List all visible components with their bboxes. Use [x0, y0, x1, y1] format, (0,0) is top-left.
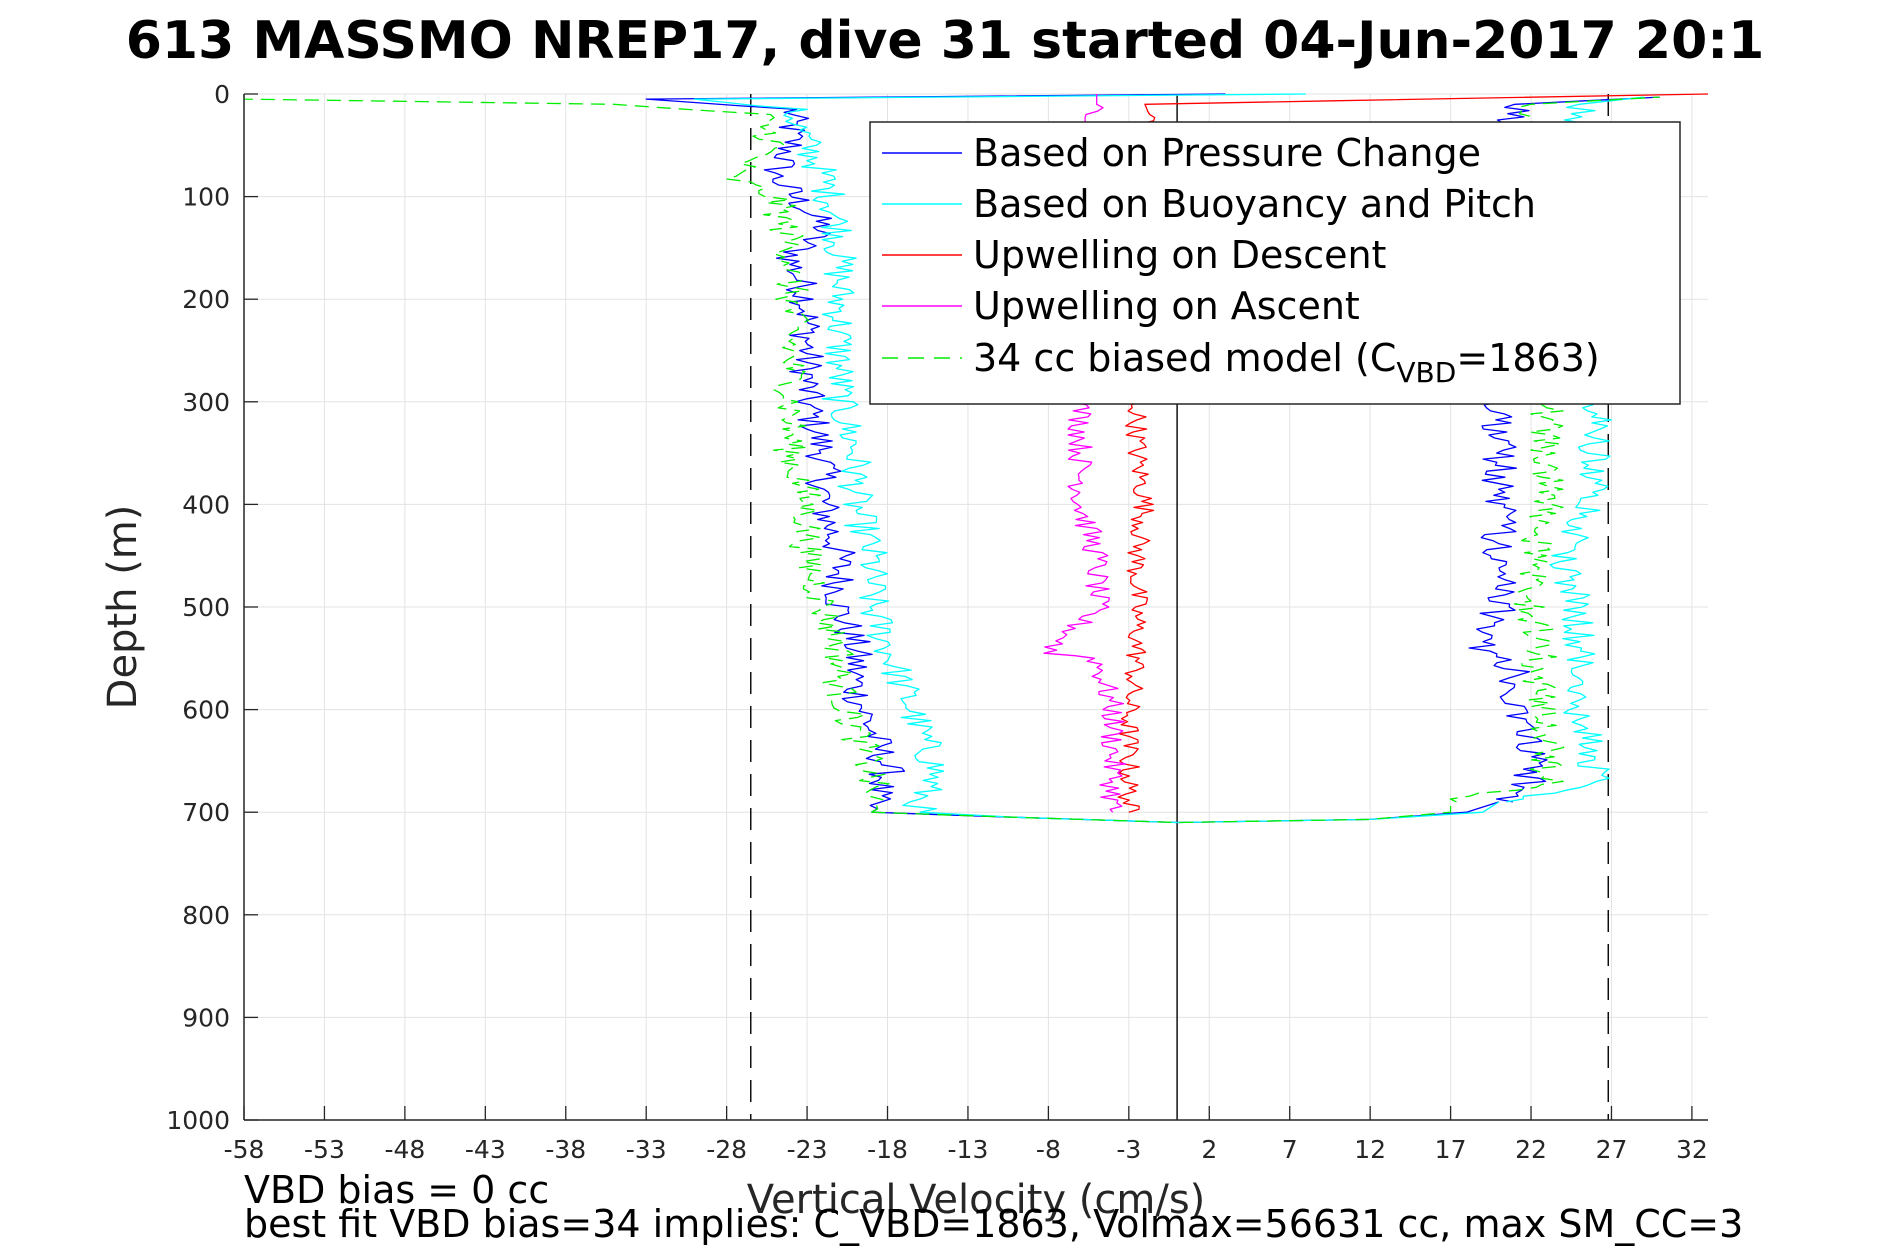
- x-tick-label: 7: [1282, 1135, 1298, 1164]
- series-4-descent-line: [243, 94, 890, 813]
- legend-item-upwelling-descent: Upwelling on Descent: [973, 233, 1386, 277]
- series-1-descent-line: [693, 93, 1306, 813]
- x-tick-label: -43: [465, 1135, 506, 1164]
- chart-title: 613 MASSMO NREP17, dive 31 started 04-Ju…: [126, 11, 1765, 71]
- x-tick-label: 12: [1354, 1135, 1386, 1164]
- y-tick-label: 700: [182, 798, 230, 827]
- legend-box: [869, 121, 1681, 405]
- x-tick-label: 27: [1596, 1135, 1628, 1164]
- x-tick-label: 2: [1201, 1135, 1217, 1164]
- legend-item-buoyancy: Based on Buoyancy and Pitch: [973, 182, 1536, 226]
- y-tick-label: 600: [182, 696, 230, 725]
- x-tick-labels: -58 -53 -48 -43 -38 -33 -28 -23 -18 -13 -8 -3 2 7 12 17…: [224, 1135, 1708, 1164]
- y-tick-labels: 0 100 200 300 400 500 600 700 800 900 1000: [166, 80, 230, 1135]
- y-tick-label: 500: [182, 593, 230, 622]
- x-axis-label: Vertical Velocity (cm/s): [747, 1177, 1206, 1223]
- legend: Based on Pressure Change Based on Buoyan…: [869, 121, 1681, 405]
- series-0-descent-line: [645, 93, 1226, 813]
- x-tick-label: 32: [1676, 1135, 1708, 1164]
- x-tick-label: -28: [706, 1135, 747, 1164]
- y-tick-label: 200: [182, 285, 230, 314]
- x-tick-label: -18: [867, 1135, 908, 1164]
- y-tick-label: 100: [182, 183, 230, 212]
- vbd-bias-note: VBD bias = 0 cc: [244, 1168, 549, 1212]
- legend-item-biased-model-tail: =1863): [1456, 336, 1599, 380]
- axes: [243, 93, 1708, 1121]
- legend-item-pressure: Based on Pressure Change: [973, 131, 1481, 175]
- legend-item-biased-model-main: 34 cc biased model (C: [973, 336, 1396, 380]
- x-tick-label: -13: [948, 1135, 989, 1164]
- x-tick-label: -58: [224, 1135, 265, 1164]
- y-tick-label: 300: [182, 388, 230, 417]
- x-tick-label: 22: [1515, 1135, 1547, 1164]
- legend-item-biased-model-sub: VBD: [1396, 356, 1456, 389]
- legend-item-biased-model: 34 cc biased model (CVBD=1863): [973, 336, 1600, 389]
- y-tick-label: 800: [182, 901, 230, 930]
- y-tick-label: 0: [214, 80, 230, 109]
- x-tick-label: -8: [1036, 1135, 1061, 1164]
- y-tick-label: 1000: [166, 1106, 230, 1135]
- series-4-bottom-line: [871, 801, 1452, 824]
- x-tick-label: -33: [626, 1135, 667, 1164]
- x-tick-label: -53: [304, 1135, 345, 1164]
- best-fit-note: best fit VBD bias=34 implies: C_VBD=1863…: [244, 1202, 1743, 1246]
- y-tick-label: 400: [182, 490, 230, 519]
- x-tick-label: -48: [384, 1135, 425, 1164]
- x-tick-label: -3: [1116, 1135, 1141, 1164]
- x-tick-label: 17: [1435, 1135, 1467, 1164]
- series-1-bottom-line: [919, 801, 1500, 824]
- y-axis-label: Depth (m): [100, 505, 146, 710]
- x-tick-label: -23: [787, 1135, 828, 1164]
- x-tick-label: -38: [545, 1135, 586, 1164]
- y-tick-label: 900: [182, 1003, 230, 1032]
- legend-item-upwelling-ascent: Upwelling on Ascent: [973, 284, 1360, 328]
